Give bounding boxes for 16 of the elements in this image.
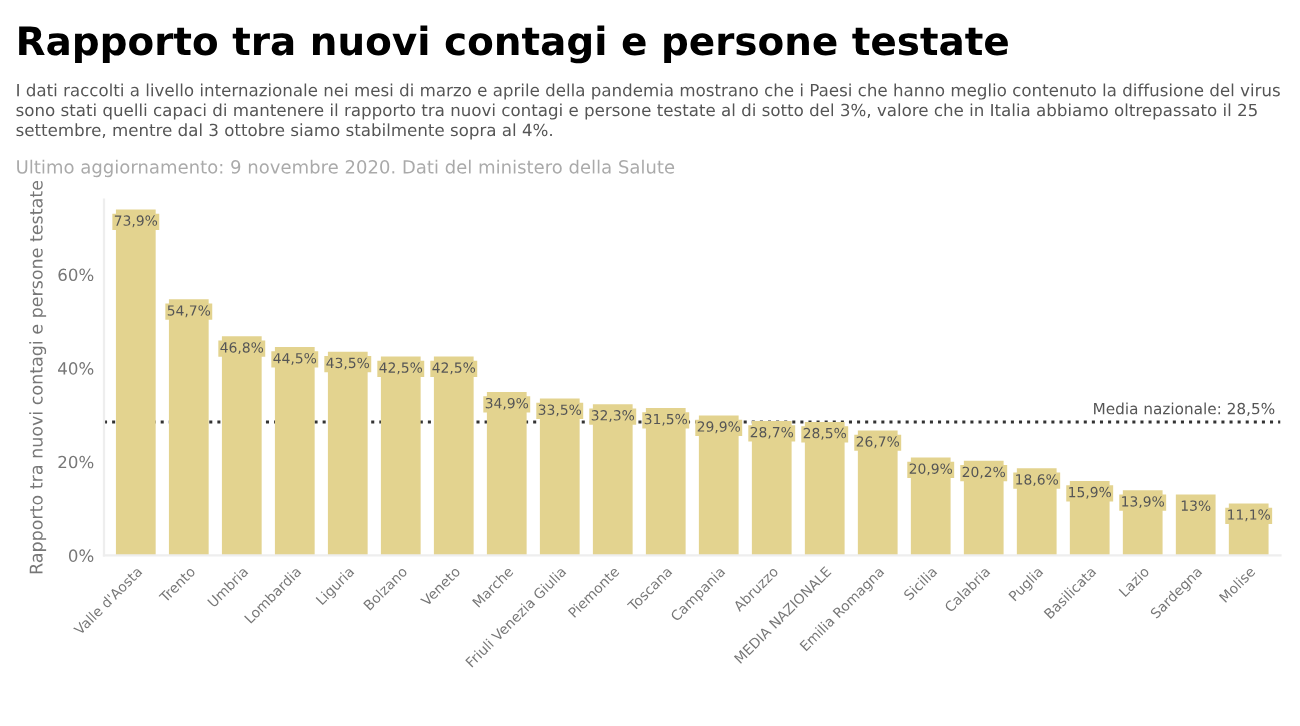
bar bbox=[168, 299, 209, 556]
chart-subtitle: I dati raccolti a livello internazionale nei mesi di marzo e aprile della pandemia mostrano che i Paesi che hanno meglio contenuto la diffusione del virus sono stati quelli capaci di mantenere il rapporto tra nuovi contagi e persone testate al di sotto del 3%, valore che in Italia abbiamo oltrepassato il 25 settembre, mentre dal 3 ottobre siamo stabilmente sopra al 4%. bbox=[16, 83, 1280, 140]
chart-title: Rapporto tra nuovi contagi e persone testate bbox=[19, 25, 1008, 64]
y-tick-label: 20% bbox=[58, 455, 94, 469]
bar bbox=[486, 392, 527, 556]
y-axis-title: Rapporto tra nuovi contagi e persone testate bbox=[29, 181, 47, 574]
text: Ultimo aggiornamento: 9 novembre 2020. Dati del ministero della Salute bbox=[17, 159, 675, 178]
y-tick-label: 40% bbox=[58, 362, 94, 375]
bar bbox=[380, 356, 421, 556]
y-tick-label: 60% bbox=[58, 268, 94, 282]
y-tick-label: 0% bbox=[68, 549, 94, 562]
bar bbox=[433, 356, 474, 556]
bar bbox=[274, 347, 315, 556]
bar bbox=[221, 336, 262, 556]
bar bbox=[115, 209, 156, 556]
bar bbox=[327, 351, 368, 556]
